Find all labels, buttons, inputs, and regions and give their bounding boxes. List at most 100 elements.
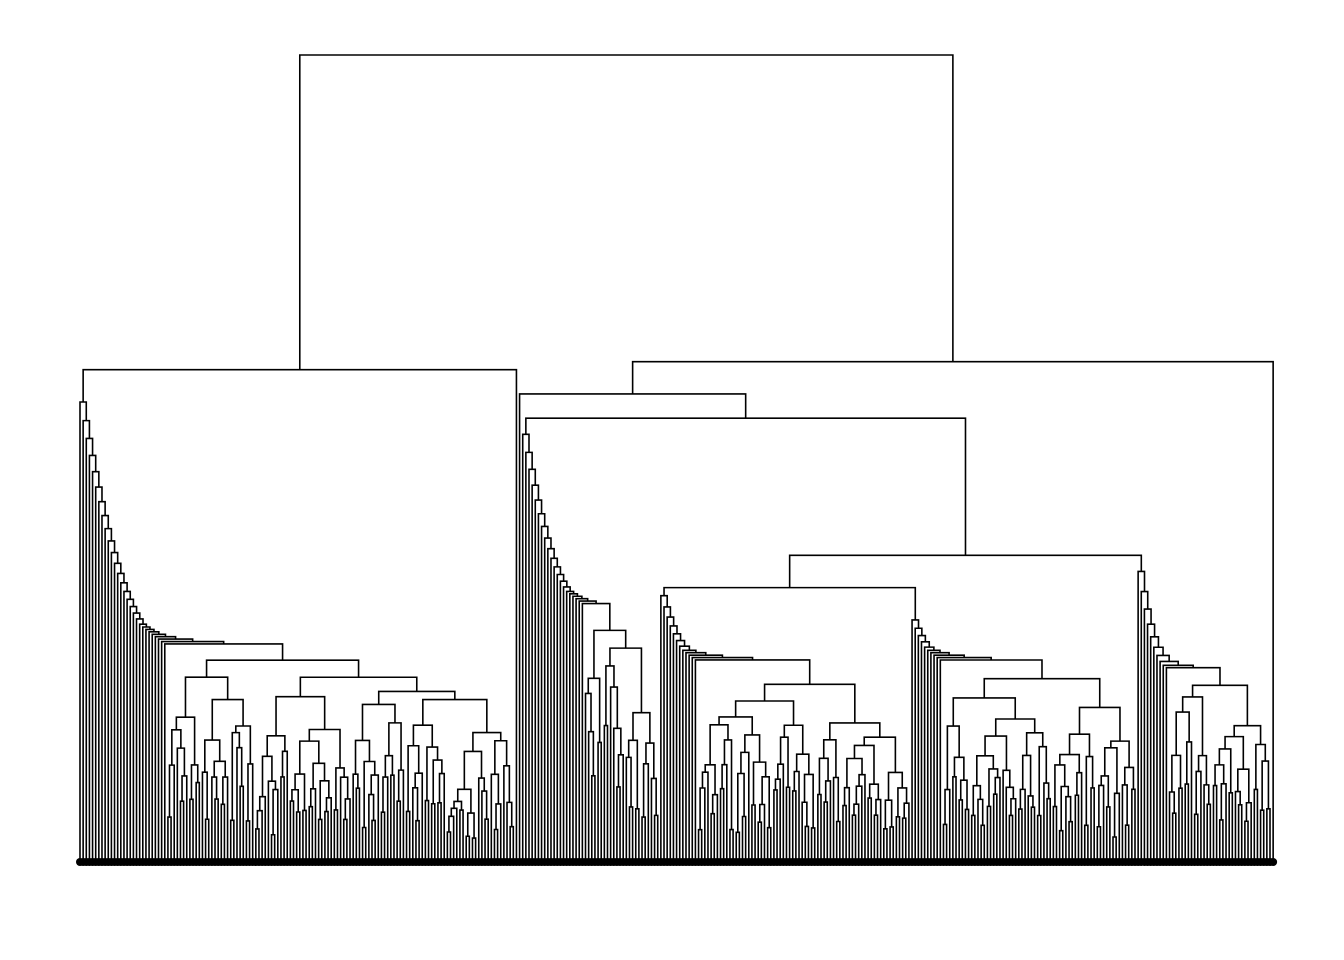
dendrogram-link-357 [1224, 735, 1245, 770]
dendrogram-link-246 [863, 736, 897, 773]
dendrogram-link-69 [396, 800, 402, 862]
dendrogram-link-201 [761, 776, 770, 828]
dendrogram-link-219 [817, 793, 822, 862]
dendrogram-link-336 [1171, 754, 1182, 792]
dendrogram-link-233 [867, 797, 873, 862]
dendrogram-link-363 [1233, 724, 1262, 745]
dendrogram-link-214 [810, 827, 816, 862]
dendrogram-link-263 [952, 775, 957, 862]
dendrogram-link-26 [184, 676, 229, 718]
dendrogram-link-361 [1261, 760, 1270, 811]
dendrogram-link-273 [986, 805, 992, 862]
dendrogram-link-192 [709, 723, 729, 765]
dendrogram-link-10 [204, 818, 210, 862]
dendrogram-link-347 [1218, 819, 1224, 862]
dendrogram-link-283 [1018, 808, 1023, 862]
dendrogram-link-158 [645, 742, 655, 779]
dendrogram-link-342 [1206, 803, 1212, 862]
dendrogram-link-350 [1228, 792, 1234, 862]
dendrogram-link-17 [204, 739, 221, 773]
dendrogram-link-33 [261, 755, 273, 797]
dendrogram-link-14 [220, 803, 226, 862]
dendrogram-link-156 [653, 814, 659, 862]
dendrogram-link-44 [317, 818, 323, 862]
dendrogram-link-222 [818, 757, 829, 795]
dendrogram-link-64 [354, 739, 371, 775]
dendrogram-link-84 [412, 724, 434, 748]
dendrogram-link-205 [773, 789, 778, 862]
dendrogram-link-203 [744, 734, 761, 763]
dendrogram-link-289 [1046, 797, 1052, 862]
dendrogram-link-226 [842, 804, 847, 862]
dendrogram-link-187 [704, 764, 716, 795]
dendrogram-link-85 [446, 831, 452, 862]
dendrogram-link-269 [970, 814, 976, 862]
dendrogram-link-194 [741, 815, 747, 862]
dendrogram-link-291 [1038, 745, 1048, 816]
dendrogram-link-60 [371, 819, 376, 862]
dendrogram-link-242 [901, 817, 907, 862]
dendrogram-link-212 [804, 825, 810, 862]
dendrogram-link-333 [1171, 812, 1177, 862]
dendrogram-link-239 [889, 826, 895, 862]
dendrogram-link-108 [299, 676, 418, 697]
dendrogram-link-238 [883, 828, 888, 862]
dendrogram-link-228 [851, 814, 857, 862]
dendrogram-link-346 [1212, 784, 1218, 862]
dendrogram-link-337 [1184, 783, 1190, 862]
dendrogram-link-165 [572, 595, 583, 862]
dendrogram-link-38 [295, 811, 301, 862]
dendrogram-link-375 [788, 554, 1143, 588]
dendrogram-link-352 [1237, 804, 1243, 862]
dendrogram-link-265 [964, 808, 970, 862]
dendrogram-link-335 [1178, 787, 1183, 862]
dendrogram-link-292 [1025, 731, 1044, 756]
dendrogram-link-2 [179, 800, 185, 862]
dendrogram-link-270 [980, 824, 986, 862]
dendrogram-link-220 [823, 801, 829, 862]
dendrogram-link-223 [835, 820, 841, 862]
dendrogram-link-315 [1124, 824, 1130, 862]
dendrogram-link-27 [255, 828, 260, 862]
dendrogram-link-305 [1090, 787, 1095, 862]
dendrogram-link-340 [1193, 813, 1199, 862]
dendrogram-link-332 [663, 586, 917, 620]
dendrogram-link-191 [723, 739, 733, 830]
dendrogram-link-234 [873, 814, 879, 862]
dendrogram-link-59 [361, 826, 367, 862]
dendrogram-link-107 [377, 690, 456, 705]
dendrogram-link-50 [333, 809, 339, 862]
dendrogram-link-185 [710, 812, 716, 862]
dendrogram-link-274 [992, 793, 998, 862]
dendrogram-link-105 [472, 731, 502, 752]
dendrogram-link-376 [525, 417, 967, 556]
dendrogram-link-245 [887, 771, 904, 801]
dendrogram-link-308 [1096, 825, 1102, 862]
dendrogram-link-321 [983, 677, 1101, 708]
dendrogram-link-240 [884, 799, 893, 829]
dendrogram-link-299 [1060, 785, 1070, 831]
dendrogram-link-154 [641, 816, 646, 862]
dendrogram-link-198 [757, 821, 763, 862]
dendrogram-link-310 [1105, 806, 1111, 862]
dendrogram-links [79, 54, 1274, 862]
dendrogram-link-159 [632, 711, 651, 744]
dendrogram-link-71 [388, 722, 402, 771]
dendrogram-link-218 [734, 700, 795, 726]
dendrogram-leaves [76, 858, 1278, 866]
dendrogram-link-162 [581, 602, 611, 862]
dendrogram-link-79 [430, 802, 436, 862]
dendrogram-link-202 [752, 761, 767, 806]
dendrogram-link-30 [270, 833, 276, 862]
dendrogram-link-41 [294, 773, 306, 811]
dendrogram-link-288 [1036, 814, 1042, 862]
dendrogram-link-142 [597, 741, 603, 862]
dendrogram-link-311 [1100, 775, 1110, 807]
dendrogram-link-277 [976, 755, 995, 786]
dendrogram-link-98 [493, 828, 499, 862]
dendrogram-link-278 [1008, 814, 1014, 862]
dendrogram-link-109 [205, 659, 360, 678]
dendrogram-link-65 [380, 811, 386, 862]
dendrogram-link-215 [803, 773, 814, 828]
